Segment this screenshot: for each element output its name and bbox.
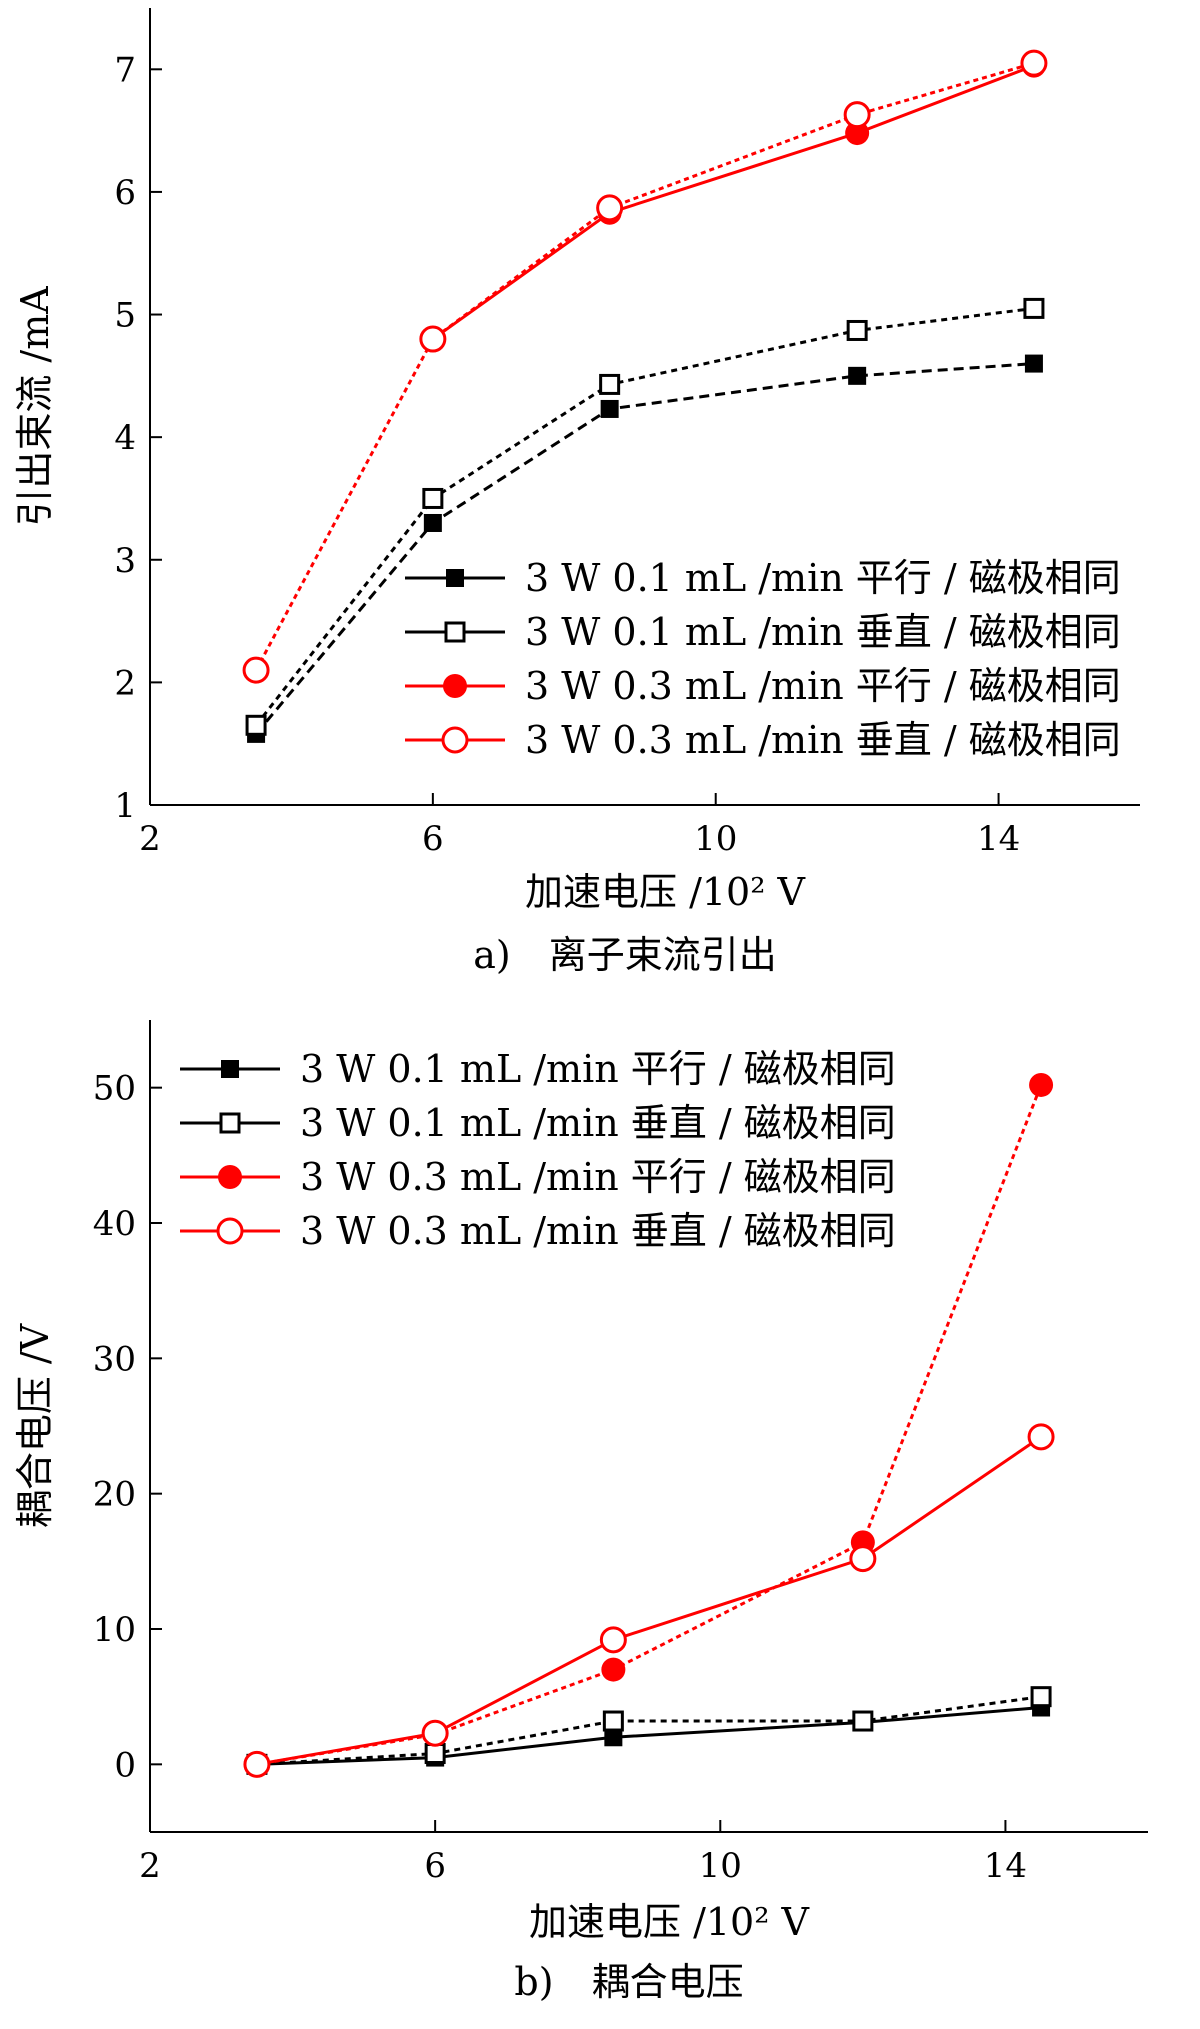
series-3 [420,53,1046,352]
legend-item: 3 W 0.3 mL /min 垂直 / 磁极相同 [405,718,1121,762]
legend-marker [216,1217,244,1245]
series-line [431,64,1035,341]
y-axis-label: 引出束流 /mA [13,286,57,527]
series-line [256,1705,1042,1766]
legend-label: 3 W 0.3 mL /min 垂直 / 磁极相同 [525,718,1121,762]
data-point [1023,297,1045,319]
data-point [1024,354,1043,373]
data-point [421,1719,449,1747]
legend-marker [446,569,464,587]
legend-marker [441,726,469,754]
chart-caption: b) 耦合电压 [514,1960,743,2004]
x-tick-label: 6 [424,1846,446,1886]
legend: 3 W 0.1 mL /min 平行 / 磁极相同 3 W 0.1 mL /min… [405,556,1121,762]
x-tick-label: 2 [139,819,161,859]
y-tick-label: 1 [114,786,136,826]
series-1 [247,1698,1051,1774]
data-point [422,487,444,509]
data-point [424,1743,446,1765]
legend-marker [218,1165,242,1189]
legend-marker [444,621,466,643]
legend-label: 3 W 0.1 mL /min 垂直 / 磁极相同 [525,610,1121,654]
data-point [423,513,442,532]
y-tick-label: 10 [93,1610,136,1650]
legend-item: 3 W 0.3 mL /min 平行 / 磁极相同 [180,1155,896,1199]
legend-label: 3 W 0.3 mL /min 平行 / 磁极相同 [525,664,1121,708]
y-tick-label: 50 [93,1069,136,1109]
data-point [600,399,619,418]
legend-label: 3 W 0.1 mL /min 平行 / 磁极相同 [300,1047,896,1091]
data-point [849,1545,877,1573]
y-tick-label: 6 [114,173,136,213]
y-tick-label: 7 [114,50,136,90]
legend-marker [219,1112,241,1134]
legend-label: 3 W 0.3 mL /min 平行 / 磁极相同 [300,1155,896,1199]
data-point [243,1750,271,1778]
series-line [256,1695,1042,1766]
legend-marker [221,1060,239,1078]
legend-item: 3 W 0.3 mL /min 平行 / 磁极相同 [405,664,1121,708]
data-point [845,121,870,146]
data-point [1030,1686,1052,1708]
data-point [848,366,867,385]
data-point [599,373,621,395]
x-tick-label: 6 [422,819,444,859]
series-2 [246,1686,1052,1775]
data-point [1020,49,1048,77]
legend-item: 3 W 0.1 mL /min 平行 / 磁极相同 [405,556,1121,600]
data-point [596,194,624,222]
series-4 [243,1423,1055,1778]
series-line [256,1435,1042,1766]
data-point [1027,1423,1055,1451]
data-point [419,325,447,353]
data-point [846,319,868,341]
y-tick-label: 20 [93,1475,136,1515]
x-tick-label: 2 [139,1846,161,1886]
legend-label: 3 W 0.3 mL /min 垂直 / 磁极相同 [300,1209,896,1253]
data-point [599,1626,627,1654]
data-point [843,101,871,129]
x-tick-label: 14 [977,819,1020,859]
legend-label: 3 W 0.1 mL /min 垂直 / 磁极相同 [300,1101,896,1145]
y-tick-label: 3 [114,541,136,581]
chart-b: 2 6 10 14 0 10 20 30 40 50 加速电压 /10² V 耦合电压 /V b) 耦合… [13,1020,1148,2004]
legend: 3 W 0.1 mL /min 平行 / 磁极相同 3 W 0.1 mL /min… [180,1047,896,1253]
y-axis-label: 耦合电压 /V [13,1323,57,1528]
series-4 [242,49,1048,684]
legend-item: 3 W 0.1 mL /min 垂直 / 磁极相同 [405,610,1121,654]
x-axis-label: 加速电压 /10² V [525,870,806,914]
y-tick-label: 30 [93,1339,136,1379]
y-tick-label: 5 [114,296,136,336]
data-point [1029,1072,1054,1097]
y-tick-label: 0 [114,1745,136,1785]
y-tick-label: 4 [114,418,136,458]
legend-label: 3 W 0.1 mL /min 平行 / 磁极相同 [525,556,1121,600]
legend-item: 3 W 0.1 mL /min 平行 / 磁极相同 [180,1047,896,1091]
legend-item: 3 W 0.3 mL /min 垂直 / 磁极相同 [180,1209,896,1253]
x-tick-label: 10 [694,819,737,859]
data-point [602,1710,624,1732]
data-point [601,1657,626,1682]
legend-marker [443,674,467,698]
data-point [242,656,270,684]
series-line [254,306,1035,727]
y-tick-label: 40 [93,1204,136,1244]
x-tick-label: 14 [984,1846,1027,1886]
series-2 [245,297,1045,736]
data-point [245,714,267,736]
x-tick-label: 10 [699,1846,742,1886]
legend-item: 3 W 0.1 mL /min 垂直 / 磁极相同 [180,1101,896,1145]
y-tick-label: 2 [114,663,136,703]
data-point [604,1728,623,1747]
x-axis-label: 加速电压 /10² V [529,1900,810,1944]
chart-caption: a) 离子束流引出 [473,933,776,977]
data-point [852,1710,874,1732]
